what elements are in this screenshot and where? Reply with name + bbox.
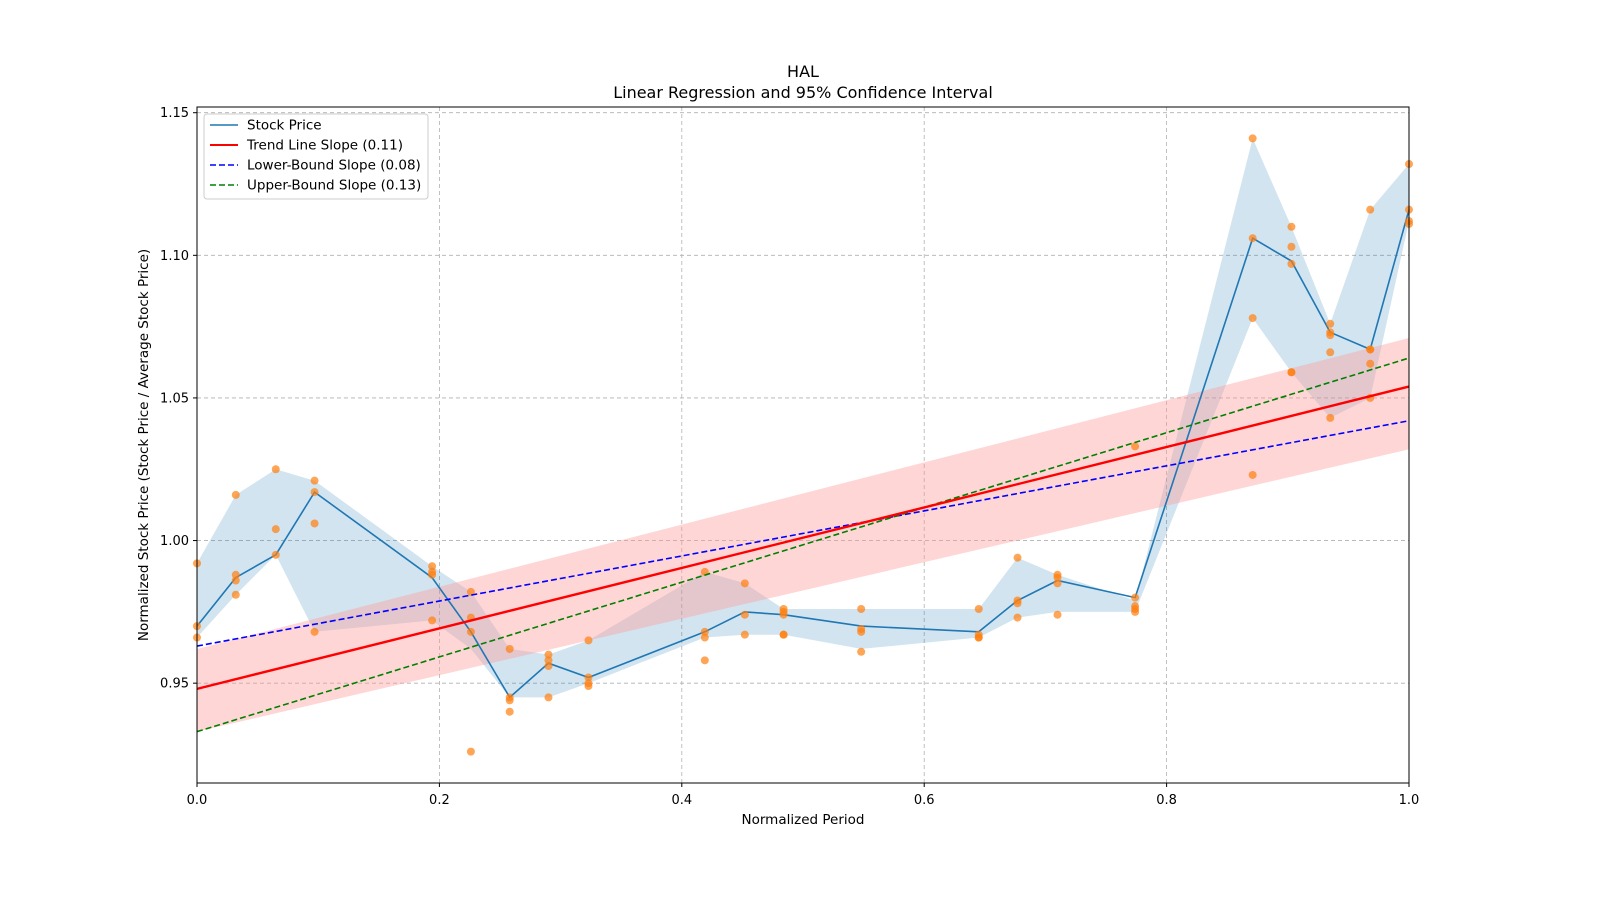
y-axis-label: Normalized Stock Price (Stock Price / Av…	[136, 249, 152, 641]
y-tick-label: 0.95	[160, 677, 189, 692]
x-tick-label: 0.2	[429, 793, 450, 808]
observation-point	[1287, 222, 1296, 231]
observation-point	[271, 465, 280, 474]
observation-point	[1131, 607, 1140, 616]
legend-frame	[203, 113, 429, 200]
observation-point	[231, 490, 240, 499]
axes: 0.0 0.2 0.4 0.6 0.8 1.0 0.95 1.00 1.05 1.10 1.15	[160, 106, 1419, 808]
observation-point	[584, 673, 593, 682]
observation-point	[271, 525, 280, 534]
observation-point	[1013, 613, 1022, 622]
observation-point	[544, 650, 553, 659]
stock-price-line	[196, 209, 1410, 699]
observation-point	[1131, 442, 1140, 451]
chart-title: HAL	[787, 62, 819, 81]
observation-point	[310, 488, 319, 497]
observation-point	[544, 693, 553, 702]
observation-point	[1326, 319, 1335, 328]
observation-point	[1131, 593, 1140, 602]
observation-point	[740, 579, 749, 588]
observation-point	[1287, 242, 1296, 251]
observation-point	[271, 550, 280, 559]
observation-point	[231, 590, 240, 599]
observation-point	[1366, 205, 1375, 214]
observation-point	[857, 605, 866, 614]
observation-point	[1248, 234, 1257, 243]
observation-point	[1366, 345, 1375, 354]
observation-point	[544, 656, 553, 665]
x-tick-label: 0.0	[187, 793, 208, 808]
observation-point	[779, 610, 788, 619]
observation-point	[1053, 610, 1062, 619]
observation-point	[857, 647, 866, 656]
observation-point	[428, 570, 437, 579]
x-axis-label: Normalized Period	[742, 812, 865, 828]
y-tick-label: 1.00	[160, 534, 189, 549]
observation-point	[1013, 599, 1022, 608]
observation-point	[1248, 314, 1257, 323]
observation-point	[466, 587, 475, 596]
observation-point	[779, 630, 788, 639]
observation-point	[974, 605, 983, 614]
observation-point	[740, 610, 749, 619]
observation-point	[1326, 413, 1335, 422]
chart-subtitle: Linear Regression and 95% Confidence Int…	[613, 83, 993, 102]
observation-point	[974, 633, 983, 642]
observation-point	[1366, 359, 1375, 368]
observation-point	[1248, 470, 1257, 479]
observation-point	[1248, 134, 1257, 143]
observation-point	[505, 644, 514, 653]
observation-point	[310, 476, 319, 485]
legend-label-lower-bound: Lower-Bound Slope (0.08)	[247, 158, 421, 174]
observation-point	[700, 656, 709, 665]
observation-point	[231, 576, 240, 585]
y-tick-label: 1.15	[160, 106, 189, 121]
x-tick-label: 0.8	[1156, 793, 1177, 808]
observation-point	[1287, 259, 1296, 268]
legend: Stock Price Trend Line Slope (0.11) Lowe…	[203, 113, 429, 200]
trend-line	[196, 385, 1410, 691]
observation-point	[310, 627, 319, 636]
observation-point	[310, 519, 319, 528]
observation-point	[700, 633, 709, 642]
observation-point	[505, 707, 514, 716]
observation-point	[466, 627, 475, 636]
observation-point	[428, 616, 437, 625]
legend-label-upper-bound: Upper-Bound Slope (0.13)	[247, 178, 421, 194]
x-tick-label: 1.0	[1399, 793, 1420, 808]
observation-point	[428, 562, 437, 571]
y-tick-label: 1.10	[160, 249, 189, 264]
observation-point	[584, 682, 593, 691]
observation-point	[1053, 573, 1062, 582]
x-tick-label: 0.6	[914, 793, 935, 808]
observation-point	[466, 747, 475, 756]
observation-point	[1013, 553, 1022, 562]
observation-point	[740, 630, 749, 639]
observation-point	[857, 627, 866, 636]
legend-label-stock-price: Stock Price	[247, 118, 322, 134]
y-tick-label: 1.05	[160, 391, 189, 406]
confidence-interval-band	[197, 338, 1409, 732]
observation-point	[544, 662, 553, 671]
observation-point	[231, 570, 240, 579]
upper-bound-line	[196, 357, 1410, 733]
x-tick-label: 0.4	[671, 793, 692, 808]
observation-point	[1326, 348, 1335, 357]
observation-point	[1053, 579, 1062, 588]
observation-point	[1287, 368, 1296, 377]
plot-area	[193, 134, 1413, 756]
lower-bound-line	[196, 419, 1410, 647]
legend-label-trend-line: Trend Line Slope (0.11)	[246, 138, 403, 154]
plot-frame	[196, 106, 1410, 784]
observation-point	[1326, 331, 1335, 340]
observation-point	[584, 636, 593, 645]
observation-point	[700, 627, 709, 636]
observation-point	[505, 696, 514, 705]
